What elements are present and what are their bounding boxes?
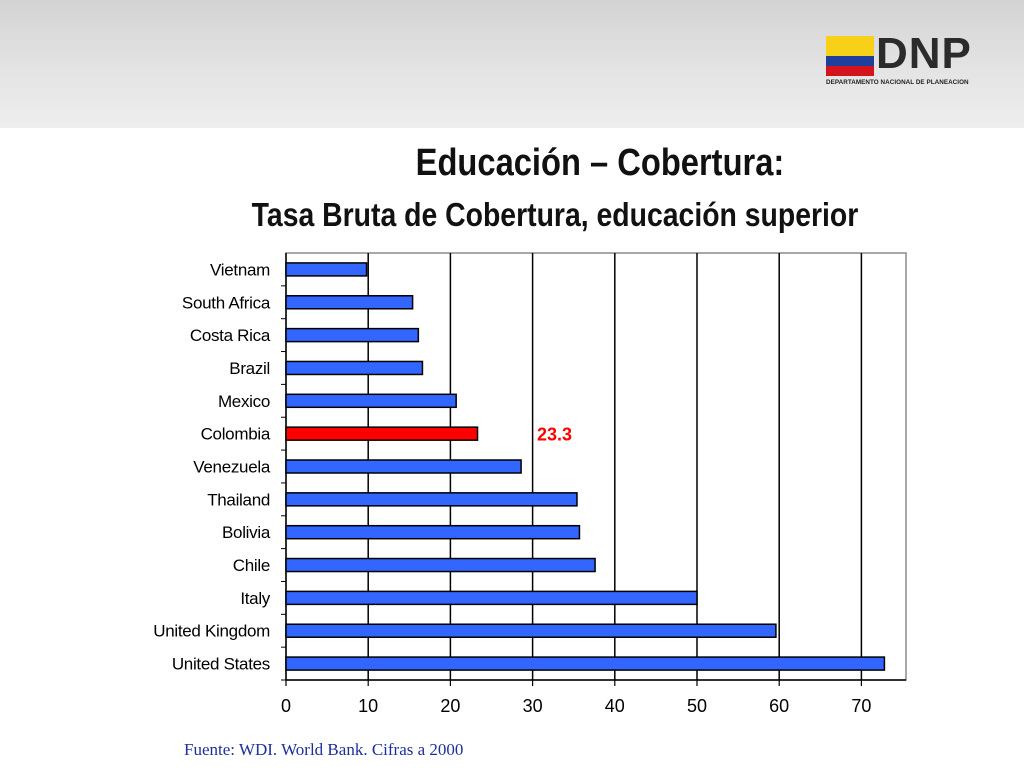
- bar-united-kingdom: [285, 623, 777, 638]
- x-tick-label: 70: [851, 696, 871, 716]
- category-label: United States: [172, 655, 270, 674]
- category-label: Thailand: [207, 490, 270, 509]
- category-label: United Kingdom: [153, 622, 270, 641]
- bar-bolivia: [285, 524, 581, 540]
- bar-mexico: [285, 393, 457, 409]
- logo-wordmark: DNP: [876, 29, 972, 78]
- category-label: Vietnam: [210, 260, 270, 279]
- category-label: Bolivia: [222, 523, 271, 542]
- x-tick-label: 50: [687, 696, 707, 716]
- category-label: Mexico: [218, 392, 270, 411]
- x-tick-label: 60: [769, 696, 789, 716]
- bar-brazil: [285, 360, 424, 376]
- x-tick-label: 20: [440, 696, 460, 716]
- x-tick-label: 30: [523, 696, 543, 716]
- bar-south-africa: [285, 295, 414, 310]
- slide-title: Educación – Cobertura:: [415, 142, 785, 184]
- bar-vietnam: [285, 262, 368, 277]
- bar-chile: [285, 557, 596, 573]
- bar-united-states: [285, 656, 886, 671]
- slide-subtitle: Tasa Bruta de Cobertura, educación super…: [251, 196, 859, 233]
- category-label: South Africa: [182, 293, 271, 312]
- logo-subtitle: DEPARTAMENTO NACIONAL DE PLANEACION: [826, 79, 969, 86]
- category-label: Colombia: [201, 425, 271, 444]
- bar-venezuela: [285, 459, 522, 474]
- source-note: Fuente: WDI. World Bank. Cifras a 2000: [184, 740, 464, 759]
- bar-costa-rica: [285, 327, 420, 343]
- dnp-logo: DNP DEPARTAMENTO NACIONAL DE PLANEACION: [826, 29, 1001, 90]
- bar-italy: [285, 590, 698, 606]
- bar-chart: 0 10 20 30 40 50 60 70 Vietnam South Africa Costa …: [153, 252, 907, 716]
- category-label: Italy: [240, 589, 270, 608]
- category-label: Brazil: [229, 359, 270, 378]
- x-tick-label: 10: [358, 696, 378, 716]
- bar-highlight-colombia: [285, 426, 479, 441]
- x-tick-label: 40: [605, 696, 625, 716]
- x-tick-label: 0: [281, 696, 291, 716]
- category-label: Chile: [233, 556, 270, 575]
- category-label: Venezuela: [193, 458, 271, 477]
- bar-thailand: [285, 492, 578, 507]
- category-label: Costa Rica: [190, 326, 271, 345]
- highlight-data-label: 23.3: [537, 425, 572, 445]
- colombia-flag-icon: [826, 36, 874, 76]
